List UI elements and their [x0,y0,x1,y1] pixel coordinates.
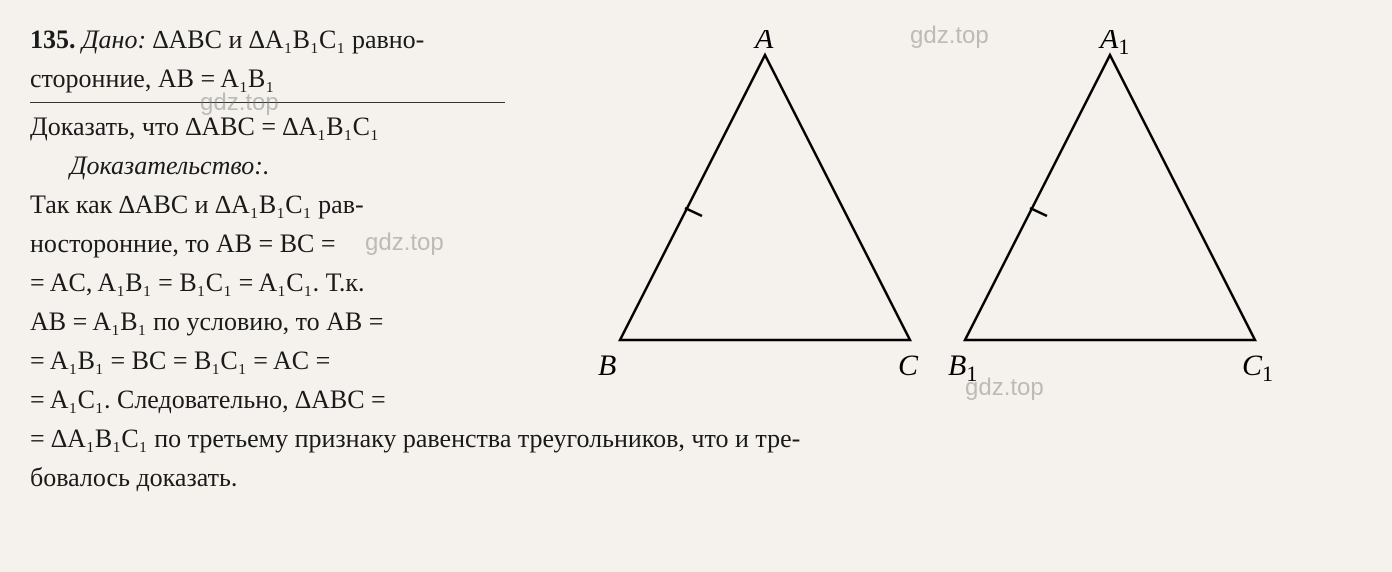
triangles-diagram: A B C A1 B1 C1 [590,30,1310,390]
label-c1: C1 [1242,349,1273,386]
proof-line-5: = A₁B₁ = BC = B₁C₁ = AC = [30,341,570,380]
triangle-a1b1c1: A1 B1 C1 [948,30,1273,386]
label-b: B [598,349,616,382]
divider-line [30,102,505,103]
proof-line-8: бовалось доказать. [30,458,1362,497]
proof-label: Доказательство:. [70,151,269,180]
label-b1: B1 [948,349,977,386]
label-c: C [898,349,919,382]
given-label: Дано: [82,25,146,54]
diagram-column: A B C A1 B1 C1 [590,20,1362,419]
tick-mark-1 [685,208,702,216]
proof-line-4: AB = A₁B₁ по условию, то AB = [30,302,570,341]
proof-line-7: = ∆A₁B₁C₁ по третьему признаку равенства… [30,419,1362,458]
proof-line-6: = A₁C₁. Следовательно, ∆ABC = [30,380,570,419]
given-text-1: ∆ABC и ∆A₁B₁C₁ равно- [146,25,424,54]
given-text-2: сторонние, AB = A₁B₁ [30,59,570,98]
triangle-2-shape [965,55,1255,340]
proof-label-line: Доказательство:. [30,146,570,185]
triangle-abc: A B C [598,30,919,382]
proof-line-3: = AC, A₁B₁ = B₁C₁ = A₁C₁. Т.к. [30,263,570,302]
label-a: A [753,30,774,55]
prove-text: Доказать, что ∆ABC = ∆A₁B₁C₁ [30,107,570,146]
tick-mark-2 [1030,208,1047,216]
problem-number: 135. [30,25,76,54]
text-column: 135. Дано: ∆ABC и ∆A₁B₁C₁ равно- сторонн… [30,20,570,419]
main-content: 135. Дано: ∆ABC и ∆A₁B₁C₁ равно- сторонн… [30,20,1362,419]
proof-line-2: носторонние, то AB = BC = [30,224,570,263]
given-block: 135. Дано: ∆ABC и ∆A₁B₁C₁ равно- [30,20,570,59]
proof-line-1: Так как ∆ABC и ∆A₁B₁C₁ рав- [30,185,570,224]
triangle-1-shape [620,55,910,340]
label-a1: A1 [1098,30,1129,59]
